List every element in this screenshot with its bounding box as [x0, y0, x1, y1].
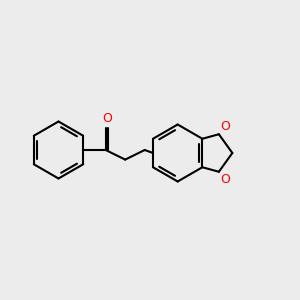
- Text: O: O: [220, 120, 230, 133]
- Text: O: O: [102, 112, 112, 125]
- Text: O: O: [220, 173, 230, 186]
